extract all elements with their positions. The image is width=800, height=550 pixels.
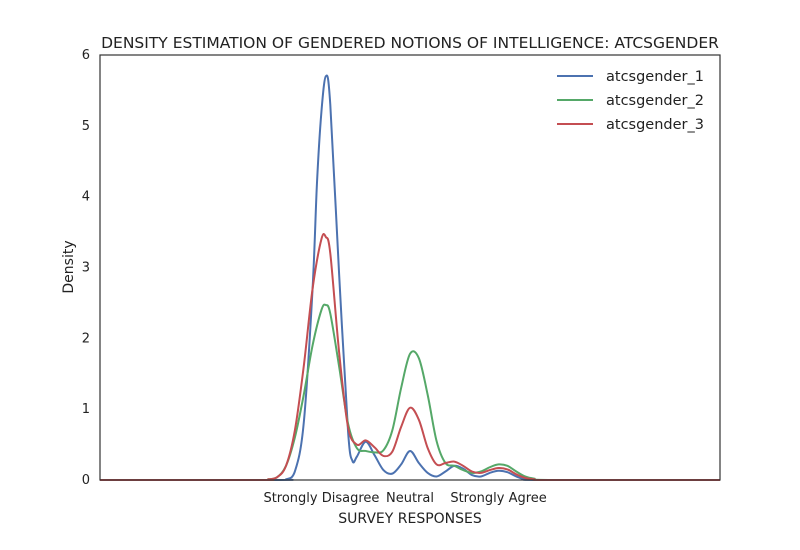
legend-label: atcsgender_2 <box>606 93 704 109</box>
series-line-atcsgender_1 <box>100 74 720 482</box>
x-tick-label: Strongly Agree <box>450 491 547 506</box>
plot-frame <box>99 54 721 481</box>
y-tick-label: 0 <box>82 473 90 488</box>
y-tick-label: 6 <box>82 48 90 63</box>
series-line-atcsgender_2 <box>100 303 720 482</box>
legend: atcsgender_1 atcsgender_2 atcsgender_3 <box>557 69 704 133</box>
chart-title: DENSITY ESTIMATION OF GENDERED NOTIONS O… <box>101 34 719 52</box>
series-layer <box>100 74 720 482</box>
x-tick-label: Strongly Disagree <box>263 491 379 506</box>
y-axis-label: Density <box>61 240 77 293</box>
x-tick-label: Neutral <box>386 491 434 506</box>
series-line-atcsgender_3 <box>100 232 720 482</box>
legend-label: atcsgender_3 <box>606 117 704 133</box>
y-tick-label: 1 <box>82 402 90 417</box>
y-ticks: 0 1 2 3 4 5 6 <box>82 48 90 488</box>
legend-label: atcsgender_1 <box>606 69 704 85</box>
y-tick-label: 5 <box>82 119 90 134</box>
y-tick-label: 4 <box>82 190 90 205</box>
y-tick-label: 3 <box>82 261 90 276</box>
x-axis-label: SURVEY RESPONSES <box>338 511 482 527</box>
x-ticks: Strongly Disagree Neutral Strongly Agree <box>263 491 546 506</box>
y-tick-label: 2 <box>82 331 90 346</box>
